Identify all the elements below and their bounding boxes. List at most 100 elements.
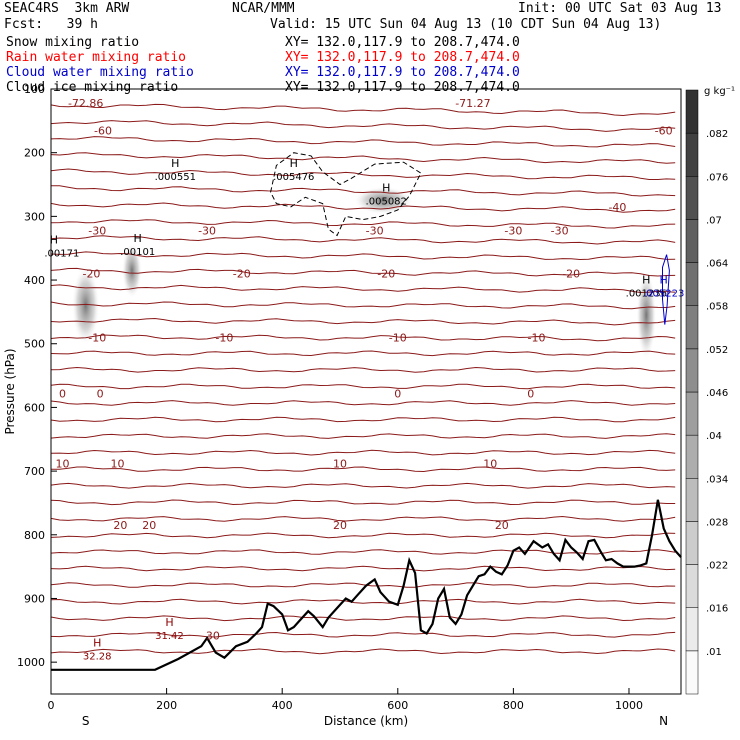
y-axis-tick-label: 600	[24, 401, 45, 414]
isotherm-label: -60	[655, 124, 673, 137]
isotherm-label: 0	[394, 387, 401, 400]
organization-label: NCAR/MMM	[232, 1, 295, 16]
isotherm-label: -20	[82, 268, 100, 281]
y-axis-tick-label: 1000	[17, 656, 45, 669]
isotherm-line	[50, 251, 676, 261]
colorbar-segment	[685, 434, 699, 479]
plot-frame	[50, 88, 682, 695]
cloud-water-contour	[662, 254, 670, 325]
isotherm-label: -72.86	[68, 97, 103, 110]
isotherm-label: -20	[377, 268, 395, 281]
colorbar-segment	[685, 305, 699, 350]
isotherm-label: 30	[206, 629, 220, 642]
colorbar-tick-label: .016	[706, 604, 728, 615]
isotherm-line	[50, 383, 676, 390]
cloud-ice-contour	[270, 152, 422, 237]
maximum-value: .00101	[120, 247, 155, 258]
field-label-snow: Snow mixing ratio	[6, 35, 140, 50]
axes: 0 200 400 600 800 100010020030040050060070080…	[17, 83, 643, 712]
maximum-value: 31.42	[155, 631, 184, 642]
y-axis-tick-label: 100	[24, 83, 45, 96]
maxima-markers: H 32.28 H 31.42 H .000551 H .005476 H .005082 H .00…	[44, 157, 684, 663]
valid-time: Valid: 15 UTC Sun 04 Aug 13 (10 CDT Sun …	[270, 17, 662, 32]
isotherm-line	[50, 317, 676, 326]
isotherm-line	[50, 136, 676, 148]
x-axis-title: Distance (km)	[324, 714, 408, 728]
isotherm-label: -30	[366, 224, 384, 237]
colorbar-tick-label: .04	[706, 431, 722, 442]
field-xy-rain: XY= 132.0,117.9 to 208.7,474.0	[285, 50, 520, 65]
model-title: SEAC4RS 3km ARW	[4, 1, 130, 16]
isotherm-label: -30	[551, 224, 569, 237]
maximum-h-marker: H	[50, 233, 58, 246]
field-label-cloud-ice: Cloud ice mixing ratio	[6, 80, 179, 95]
isotherm-line	[50, 366, 676, 373]
field-label-cloud-water: Cloud water mixing ratio	[6, 65, 194, 80]
maximum-h-marker: H	[171, 157, 179, 170]
maximum-value: .000551	[155, 172, 196, 183]
colorbar-tick-label: .064	[706, 259, 728, 270]
colorbar-segment	[685, 132, 699, 177]
mixing-ratio-shade-0	[71, 265, 100, 346]
isotherm-line	[50, 515, 676, 522]
isotherm-line	[50, 185, 676, 197]
isotherm-line	[50, 615, 676, 622]
colorbar-tick-label: .052	[706, 345, 728, 356]
maximum-value: .001236	[626, 289, 667, 300]
field-xy-cloud-ice: XY= 132.0,117.9 to 208.7,474.0	[285, 80, 520, 95]
colorbar-tick-label: .046	[706, 388, 728, 399]
colorbar-segment	[685, 391, 699, 436]
isotherm-line	[50, 549, 676, 555]
y-axis-tick-label: 200	[24, 147, 45, 160]
init-time: Init: 00 UTC Sat 03 Aug 13	[518, 1, 722, 16]
isotherm-line	[50, 482, 676, 489]
x-axis-tick-label: 800	[503, 699, 524, 712]
colorbar-segment	[685, 219, 699, 263]
isotherm-label: -10	[528, 331, 546, 344]
isotherm-label: 20	[142, 519, 156, 532]
isotherm-line	[50, 532, 676, 539]
forecast-hour: Fcst: 39 h	[4, 17, 98, 32]
colorbar-tick-label: .076	[706, 172, 728, 183]
isotherm-label: -30	[88, 224, 106, 237]
isotherm-label: 0	[97, 387, 104, 400]
maximum-h-marker: H	[290, 157, 298, 170]
isotherm-label: 0	[527, 387, 534, 400]
isotherm-line	[50, 202, 676, 213]
isotherm-label: -10	[88, 331, 106, 344]
colorbar-tick-label: .07	[706, 215, 722, 226]
colorbar-segment	[685, 348, 699, 393]
isotherm-label: 10	[110, 457, 124, 470]
colorbar-unit: g kg⁻¹	[704, 86, 735, 97]
isotherm-line	[50, 334, 676, 342]
x-axis-tick-label: 0	[48, 699, 55, 712]
isotherm-line	[50, 631, 676, 638]
hydrometeor-shading	[71, 186, 657, 361]
x-axis-tick-label: 1000	[615, 699, 643, 712]
x-axis-tick-label: 200	[156, 699, 177, 712]
colorbar-segment	[685, 262, 699, 306]
isotherm-label: -10	[389, 331, 407, 344]
isotherm-label: -30	[198, 224, 216, 237]
isotherm-line	[50, 120, 676, 132]
isotherm-line	[50, 648, 676, 655]
field-xy-snow: XY= 132.0,117.9 to 208.7,474.0	[285, 35, 520, 50]
y-axis-title: Pressure (hPa)	[3, 348, 17, 434]
isotherm-label: 10	[333, 457, 347, 470]
maximum-h-marker: H	[93, 637, 101, 650]
isotherm-label: -40	[608, 201, 626, 214]
cloud-ice-contours	[270, 152, 670, 325]
isotherm-line	[50, 400, 676, 406]
isotherm-line	[50, 350, 676, 357]
y-axis-tick-label: 800	[24, 529, 45, 542]
isotherm-label: 0	[59, 387, 66, 400]
isotherm-line	[50, 235, 676, 245]
isotherm-line	[50, 219, 676, 229]
maximum-h-marker: H	[382, 181, 390, 194]
colorbar-tick-label: .082	[706, 129, 728, 140]
isotherm-line	[50, 499, 676, 506]
isotherm-line	[50, 284, 676, 294]
isotherm-line	[50, 103, 676, 117]
colorbar-tick-label: .058	[706, 302, 728, 313]
isotherm-line	[50, 449, 676, 456]
